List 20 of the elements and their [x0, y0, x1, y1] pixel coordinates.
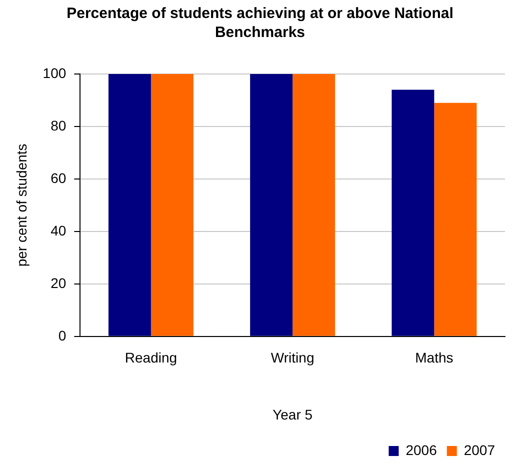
y-tick-label: 20: [50, 274, 66, 291]
x-tick-label: Reading: [124, 350, 178, 366]
bar: [434, 102, 477, 336]
bar: [108, 74, 151, 336]
bar: [250, 74, 293, 336]
legend-label: 2006: [406, 442, 438, 458]
x-tick-label: Maths: [415, 350, 454, 366]
y-tick-label: 0: [58, 327, 66, 344]
x-tick-label: Writing: [270, 350, 314, 366]
y-tick-label: 100: [42, 64, 66, 81]
bar: [150, 74, 194, 336]
legend-label: 2007: [464, 442, 496, 458]
bar: [392, 90, 434, 336]
x-axis-title: Year 5: [272, 406, 313, 422]
y-tick-label: 80: [50, 117, 66, 134]
y-tick-label: 60: [50, 170, 66, 186]
bar: [292, 74, 336, 336]
y-axis-title: per cent of students: [13, 144, 30, 267]
y-tick-label: 40: [50, 222, 66, 238]
chart-title: Percentage of students achieving at or above National Benchmarks: [66, 4, 454, 42]
